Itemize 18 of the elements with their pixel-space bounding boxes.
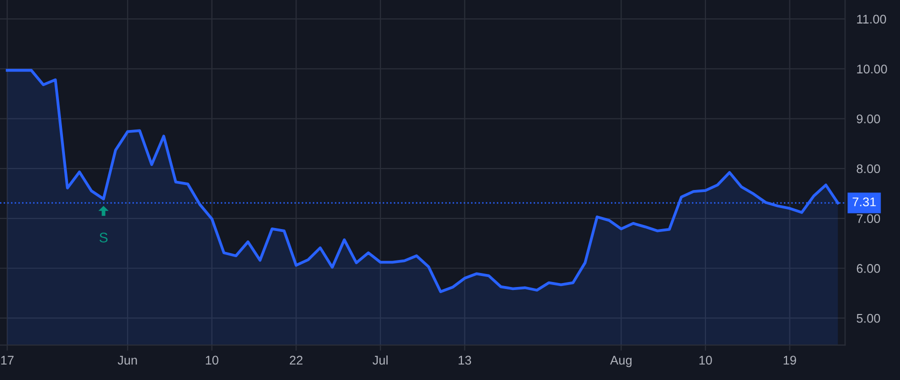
y-tick-label: 8.00	[856, 164, 880, 174]
x-tick-label: 13	[458, 356, 472, 365]
x-tick-label: 22	[290, 356, 302, 365]
x-tick-label: 10	[699, 356, 712, 365]
y-tick-label: 11.00	[857, 14, 886, 24]
x-tick-label: 17	[1, 356, 14, 365]
x-tick-label: Aug	[610, 356, 632, 368]
y-tick-label: 5.00	[856, 314, 880, 323]
y-tick-label: 6.00	[856, 264, 880, 273]
x-tick-label: 10	[206, 356, 218, 365]
x-tick-label: Jul	[372, 355, 388, 365]
annotation: S	[100, 232, 108, 242]
y-tick-label: 7.00	[856, 214, 880, 224]
x-tick-label: Jun	[118, 356, 137, 365]
x-tick-label: 19	[784, 356, 796, 365]
y-tick-label: 10.00	[857, 64, 888, 74]
ref-line-label: 7.31	[852, 197, 876, 206]
y-tick-label: 9.00	[856, 114, 880, 124]
